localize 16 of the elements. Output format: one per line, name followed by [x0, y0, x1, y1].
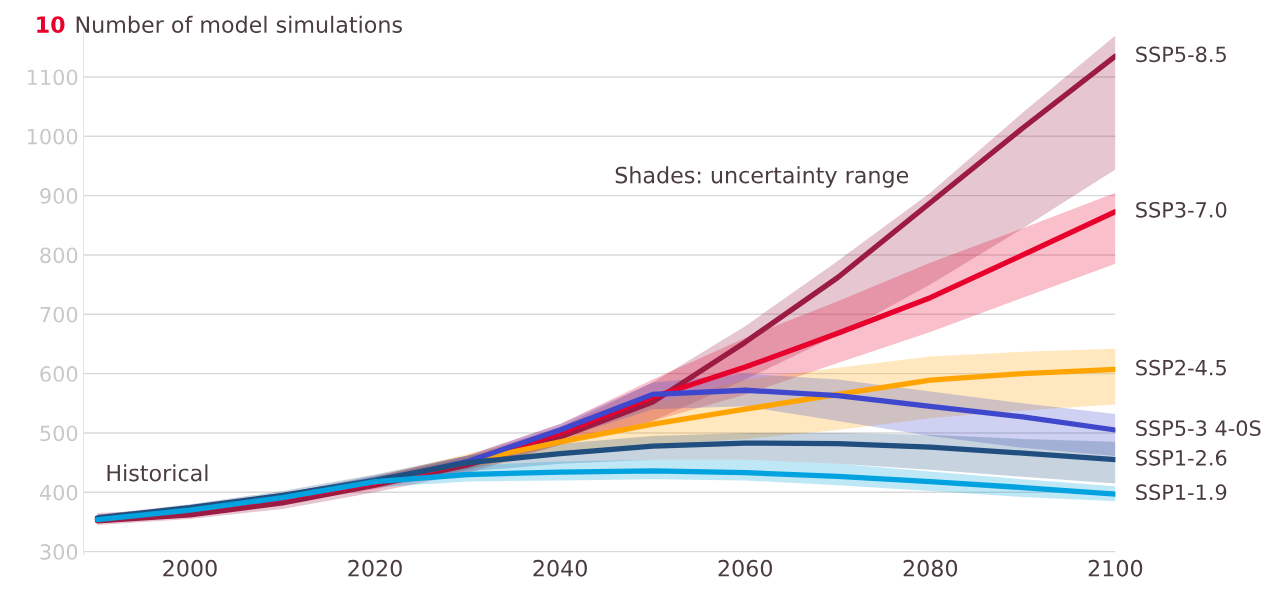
x-tick-label: 2000 — [163, 559, 217, 577]
x-tick-label: 2080 — [903, 559, 958, 577]
chart-title: Number of model simulations — [76, 15, 402, 33]
x-tick-label: 2100 — [1088, 559, 1143, 577]
series-label: SSP2-4.5 — [1136, 359, 1226, 376]
series-label: SSP1-1.9 — [1136, 484, 1227, 501]
series-label: SSP5-3 4-0S — [1136, 420, 1261, 437]
series-label: SSP1-2.6 — [1136, 449, 1227, 466]
text: 10 — [37, 16, 65, 33]
x-tick-label: 2060 — [718, 559, 773, 577]
series-label: SSP3-7.0 — [1136, 201, 1227, 218]
x-tick-label: 2040 — [533, 559, 587, 577]
annotation: Shades: uncertainty range — [615, 166, 909, 188]
annotation: Historical — [107, 464, 208, 482]
x-tick-label: 2020 — [348, 559, 402, 577]
series-label: SSP5-8.5 — [1136, 46, 1226, 63]
